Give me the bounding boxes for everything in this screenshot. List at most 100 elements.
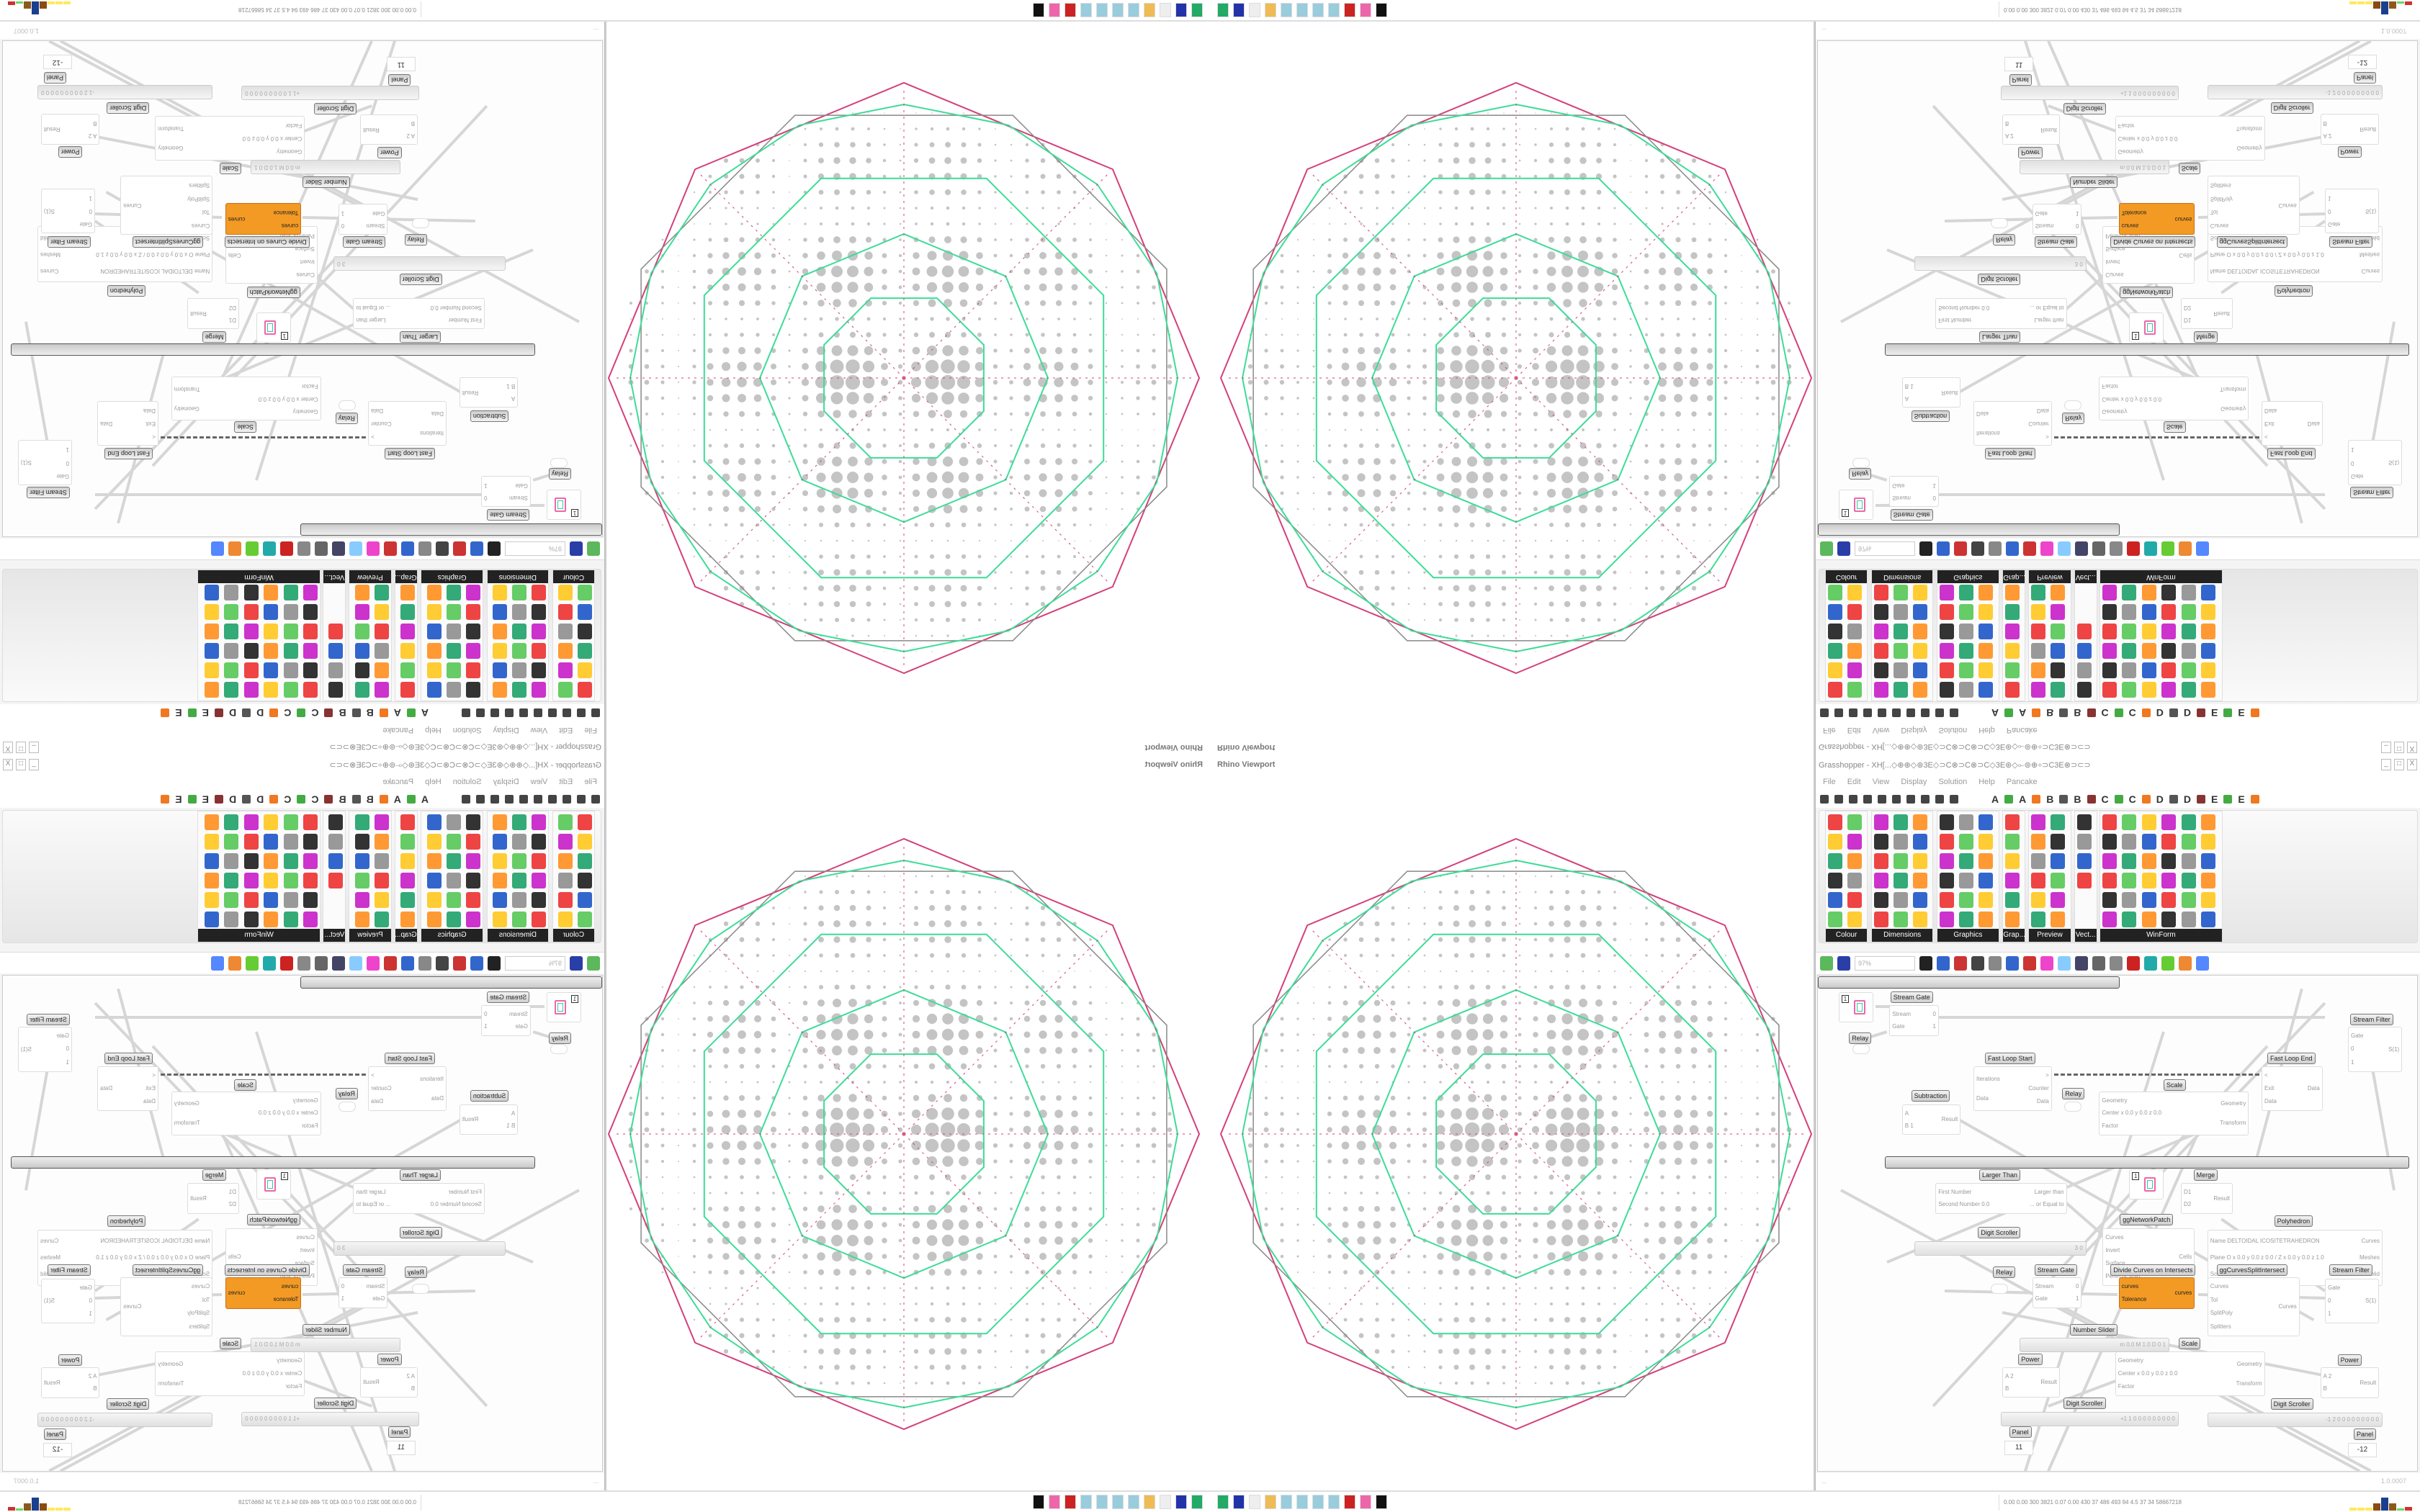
tab-letter[interactable]: B	[2074, 793, 2081, 805]
component-icon[interactable]	[328, 624, 344, 639]
component-icon[interactable]	[558, 643, 573, 659]
output-port[interactable]: Curves	[123, 202, 142, 209]
tab-icon[interactable]	[2141, 708, 2151, 717]
component-label[interactable]: Subtraction	[470, 410, 509, 422]
input-port[interactable]: Factor	[2102, 382, 2119, 390]
component-icon[interactable]	[2201, 585, 2216, 600]
component-icon[interactable]	[427, 662, 442, 678]
output-port[interactable]: 1	[1932, 1023, 1936, 1030]
menu-display[interactable]: Display	[1901, 778, 1927, 786]
component-icon[interactable]	[447, 585, 462, 600]
panel-label[interactable]: Colour	[1826, 570, 1868, 583]
input-port[interactable]: Gate	[1892, 1023, 1905, 1030]
component-icon[interactable]	[1940, 892, 1955, 908]
input-port[interactable]: Tol	[202, 209, 210, 216]
component-icon[interactable]	[2181, 643, 2196, 659]
menu-solution[interactable]: Solution	[452, 726, 482, 734]
input-port[interactable]: Geometry	[292, 408, 318, 415]
relay-node[interactable]	[550, 458, 568, 468]
slider-label[interactable]: Digit Scroller	[107, 102, 150, 114]
component-node[interactable]: Stream Gate 0 1	[2032, 1277, 2082, 1308]
input-port[interactable]: B	[411, 120, 415, 127]
minimize-button[interactable]: _	[2381, 759, 2391, 770]
taskbar-app-icon[interactable]	[1249, 1495, 1260, 1509]
component-label[interactable]: ggCurvesSplitIntersect	[132, 236, 204, 248]
component-icon[interactable]	[2122, 643, 2137, 659]
output-port[interactable]: Data	[2036, 408, 2049, 414]
component-label[interactable]: Stream Filter	[2329, 236, 2372, 248]
component-icon[interactable]	[2141, 585, 2156, 600]
taskbar-app-icon[interactable]	[1312, 1495, 1324, 1509]
output-port[interactable]: 0	[341, 222, 345, 230]
slider-label[interactable]: Number Slider	[2070, 1324, 2118, 1336]
component-icon[interactable]	[2141, 604, 2156, 620]
component-icon[interactable]	[2141, 624, 2156, 639]
toolbar-icon[interactable]	[315, 541, 328, 557]
toolbar-icon[interactable]	[2196, 955, 2209, 971]
maximize-button[interactable]: □	[16, 742, 26, 753]
component-icon[interactable]	[2005, 873, 2020, 888]
component-icon[interactable]	[243, 585, 259, 600]
component-icon[interactable]	[1958, 662, 1973, 678]
tab-icon[interactable]	[1892, 795, 1901, 804]
tab-letter[interactable]: D	[2183, 793, 2191, 805]
input-port[interactable]: A 2	[406, 132, 415, 140]
component-label[interactable]: Scale	[2164, 1079, 2186, 1091]
component-icon[interactable]	[1912, 682, 1927, 698]
slider-label[interactable]: Number Slider	[302, 176, 350, 188]
tab-letter[interactable]: B	[366, 707, 374, 719]
input-port[interactable]: Gate	[2035, 210, 2048, 217]
toolbar-icon[interactable]	[2075, 955, 2088, 971]
component-icon[interactable]	[1912, 585, 1927, 600]
taskbar-app-icon[interactable]	[1080, 3, 1092, 17]
component-icon[interactable]	[2161, 682, 2177, 698]
input-port[interactable]: Data	[1976, 1094, 1989, 1102]
component-icon[interactable]	[1940, 682, 1955, 698]
tab-letter[interactable]: C	[2101, 707, 2109, 719]
component-icon[interactable]	[2141, 662, 2156, 678]
tab-icon[interactable]	[505, 708, 514, 717]
input-port[interactable]: B	[2323, 120, 2327, 127]
component-label[interactable]: Stream Filter	[2350, 1014, 2393, 1025]
component-icon[interactable]	[2181, 604, 2196, 620]
taskbar-app-icon[interactable]	[1281, 3, 1292, 17]
component-icon[interactable]	[2030, 585, 2045, 600]
toolbar-icon[interactable]	[246, 541, 259, 557]
input-port[interactable]: 0	[89, 208, 92, 215]
input-port[interactable]: Plane O x 0.0 y 0.0 z 0.0 / Z x 0.0 y 0.…	[2210, 251, 2324, 258]
input-port[interactable]: D1	[228, 317, 236, 324]
output-port[interactable]: >	[2045, 1072, 2049, 1079]
toolbar-icon[interactable]	[401, 541, 414, 557]
component-icon[interactable]	[578, 604, 592, 620]
component-icon[interactable]	[283, 643, 298, 659]
component-icon[interactable]	[2122, 585, 2137, 600]
component-label[interactable]: ggNetworkPatch	[2120, 287, 2174, 298]
panel-label[interactable]: Dimensions	[1872, 929, 1933, 942]
component-label[interactable]: Merge	[2193, 331, 2218, 343]
component-icon[interactable]	[1893, 585, 1908, 600]
output-port[interactable]: Transform	[2220, 1119, 2246, 1126]
tab-icon[interactable]	[269, 708, 279, 717]
component-icon[interactable]	[512, 682, 527, 698]
tab-icon[interactable]	[2059, 795, 2069, 804]
component-icon[interactable]	[1828, 604, 1842, 620]
panel-label[interactable]: WinForm	[2099, 570, 2222, 583]
component-icon[interactable]	[447, 682, 462, 698]
component-icon[interactable]	[2201, 682, 2216, 698]
component-icon[interactable]	[283, 682, 298, 698]
slider-label[interactable]: Digit Scroller	[1978, 1227, 2021, 1238]
component-icon[interactable]	[493, 662, 508, 678]
component-icon[interactable]	[1940, 873, 1955, 888]
input-port[interactable]: A 2	[2005, 132, 2014, 140]
toolbar-icon[interactable]	[2092, 955, 2105, 971]
panel-label[interactable]: Graphics	[421, 570, 483, 583]
tab-letter[interactable]: A	[2019, 707, 2027, 719]
input-port[interactable]: Gate	[2351, 472, 2364, 480]
component-icon[interactable]	[1978, 853, 1993, 869]
output-port[interactable]: S(1)	[2365, 1297, 2377, 1304]
component-icon[interactable]	[2102, 912, 2117, 927]
component-icon[interactable]	[303, 585, 318, 600]
component-icon[interactable]	[1940, 814, 1955, 830]
toolbar-icon[interactable]	[2092, 541, 2105, 557]
